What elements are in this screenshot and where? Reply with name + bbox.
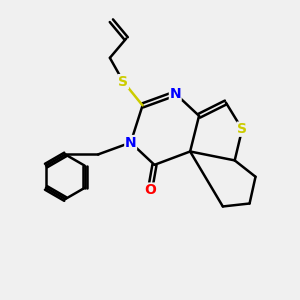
Text: S: S xyxy=(237,122,247,136)
Text: S: S xyxy=(118,75,128,88)
Text: N: N xyxy=(125,136,136,150)
Text: O: O xyxy=(144,183,156,197)
Text: N: N xyxy=(169,86,181,100)
